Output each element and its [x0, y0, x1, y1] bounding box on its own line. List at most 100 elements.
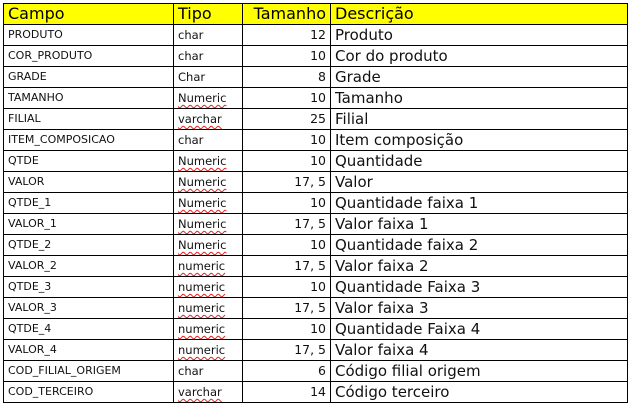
- cell-tamanho: 10: [242, 276, 331, 298]
- cell-descricao: Código filial origem: [330, 360, 628, 382]
- cell-campo: GRADE: [3, 66, 174, 88]
- cell-descricao: Item composição: [330, 129, 628, 151]
- cell-tipo: char: [173, 360, 243, 382]
- cell-tipo: Numeric: [173, 171, 243, 193]
- tipo-text: Numeric: [178, 238, 227, 252]
- tipo-text: Char: [178, 70, 206, 84]
- table-row: VALOR_1 Numeric 17, 5 Valor faixa 1: [3, 213, 628, 235]
- table-row: QTDE_3 numeric 10 Quantidade Faixa 3: [3, 276, 628, 298]
- cell-tipo: numeric: [173, 255, 243, 277]
- cell-tipo: varchar: [173, 108, 243, 130]
- tipo-text: Numeric: [178, 217, 227, 231]
- header-campo: Campo: [3, 3, 174, 25]
- header-descricao: Descrição: [330, 3, 628, 25]
- cell-campo: VALOR_2: [3, 255, 174, 277]
- table-row: GRADE Char 8 Grade: [3, 66, 628, 88]
- cell-tipo: char: [173, 24, 243, 46]
- cell-tipo: Numeric: [173, 150, 243, 172]
- cell-descricao: Valor faixa 2: [330, 255, 628, 277]
- cell-tamanho: 17, 5: [242, 213, 331, 235]
- cell-tamanho: 6: [242, 360, 331, 382]
- table-row: VALOR_3 numeric 17, 5 Valor faixa 3: [3, 297, 628, 319]
- cell-tipo: Numeric: [173, 87, 243, 109]
- cell-tamanho: 8: [242, 66, 331, 88]
- cell-tamanho: 10: [242, 87, 331, 109]
- tipo-text: Numeric: [178, 175, 227, 189]
- cell-descricao: Código terceiro: [330, 381, 628, 403]
- cell-campo: QTDE_4: [3, 318, 174, 340]
- cell-descricao: Quantidade Faixa 4: [330, 318, 628, 340]
- cell-descricao: Quantidade faixa 1: [330, 192, 628, 214]
- cell-campo: FILIAL: [3, 108, 174, 130]
- cell-tamanho: 10: [242, 234, 331, 256]
- cell-descricao: Tamanho: [330, 87, 628, 109]
- cell-tipo: numeric: [173, 276, 243, 298]
- cell-tipo: numeric: [173, 318, 243, 340]
- cell-descricao: Valor faixa 1: [330, 213, 628, 235]
- table-row: TAMANHO Numeric 10 Tamanho: [3, 87, 628, 109]
- cell-tamanho: 17, 5: [242, 171, 331, 193]
- cell-tipo: Numeric: [173, 213, 243, 235]
- cell-campo: COD_TERCEIRO: [3, 381, 174, 403]
- cell-tipo: numeric: [173, 339, 243, 361]
- cell-campo: PRODUTO: [3, 24, 174, 46]
- cell-tipo: varchar: [173, 381, 243, 403]
- tipo-text: char: [178, 49, 204, 63]
- table-row: QTDE Numeric 10 Quantidade: [3, 150, 628, 172]
- cell-tipo: char: [173, 45, 243, 67]
- cell-campo: VALOR_1: [3, 213, 174, 235]
- cell-descricao: Filial: [330, 108, 628, 130]
- cell-campo: ITEM_COMPOSICAO: [3, 129, 174, 151]
- tipo-text: numeric: [178, 280, 226, 294]
- table-row: VALOR Numeric 17, 5 Valor: [3, 171, 628, 193]
- tipo-text: char: [178, 133, 204, 147]
- table-row: FILIAL varchar 25 Filial: [3, 108, 628, 130]
- cell-campo: COR_PRODUTO: [3, 45, 174, 67]
- tipo-text: Numeric: [178, 196, 227, 210]
- tipo-text: Numeric: [178, 91, 227, 105]
- tipo-text: char: [178, 28, 204, 42]
- cell-tipo: Char: [173, 66, 243, 88]
- cell-campo: QTDE_2: [3, 234, 174, 256]
- cell-campo: QTDE: [3, 150, 174, 172]
- tipo-text: char: [178, 364, 204, 378]
- cell-tamanho: 10: [242, 45, 331, 67]
- table-row: VALOR_2 numeric 17, 5 Valor faixa 2: [3, 255, 628, 277]
- cell-tipo: Numeric: [173, 192, 243, 214]
- cell-descricao: Quantidade Faixa 3: [330, 276, 628, 298]
- cell-campo: VALOR_3: [3, 297, 174, 319]
- cell-tamanho: 10: [242, 192, 331, 214]
- table-row: COR_PRODUTO char 10 Cor do produto: [3, 45, 628, 67]
- tipo-text: varchar: [178, 112, 222, 126]
- cell-tamanho: 25: [242, 108, 331, 130]
- table-row: QTDE_4 numeric 10 Quantidade Faixa 4: [3, 318, 628, 340]
- cell-descricao: Valor faixa 3: [330, 297, 628, 319]
- header-row: Campo Tipo Tamanho Descrição: [3, 3, 628, 25]
- cell-tamanho: 17, 5: [242, 255, 331, 277]
- cell-descricao: Valor: [330, 171, 628, 193]
- table-row: PRODUTO char 12 Produto: [3, 24, 628, 46]
- header-tipo: Tipo: [173, 3, 243, 25]
- cell-tamanho: 17, 5: [242, 297, 331, 319]
- fields-table: Campo Tipo Tamanho Descrição PRODUTO char…: [3, 3, 628, 403]
- table-row: COD_FILIAL_ORIGEM char 6 Código filial orig…: [3, 360, 628, 382]
- cell-tamanho: 10: [242, 318, 331, 340]
- cell-tipo: numeric: [173, 297, 243, 319]
- cell-campo: COD_FILIAL_ORIGEM: [3, 360, 174, 382]
- tipo-text: numeric: [178, 343, 226, 357]
- cell-campo: VALOR_4: [3, 339, 174, 361]
- cell-tamanho: 12: [242, 24, 331, 46]
- cell-tamanho: 14: [242, 381, 331, 403]
- cell-campo: TAMANHO: [3, 87, 174, 109]
- tipo-text: numeric: [178, 301, 226, 315]
- cell-tipo: char: [173, 129, 243, 151]
- cell-campo: QTDE_3: [3, 276, 174, 298]
- cell-tipo: Numeric: [173, 234, 243, 256]
- tipo-text: numeric: [178, 322, 226, 336]
- table-row: QTDE_1 Numeric 10 Quantidade faixa 1: [3, 192, 628, 214]
- cell-tamanho: 10: [242, 150, 331, 172]
- tipo-text: Numeric: [178, 154, 227, 168]
- table-row: VALOR_4 numeric 17, 5 Valor faixa 4: [3, 339, 628, 361]
- cell-tamanho: 17, 5: [242, 339, 331, 361]
- cell-descricao: Produto: [330, 24, 628, 46]
